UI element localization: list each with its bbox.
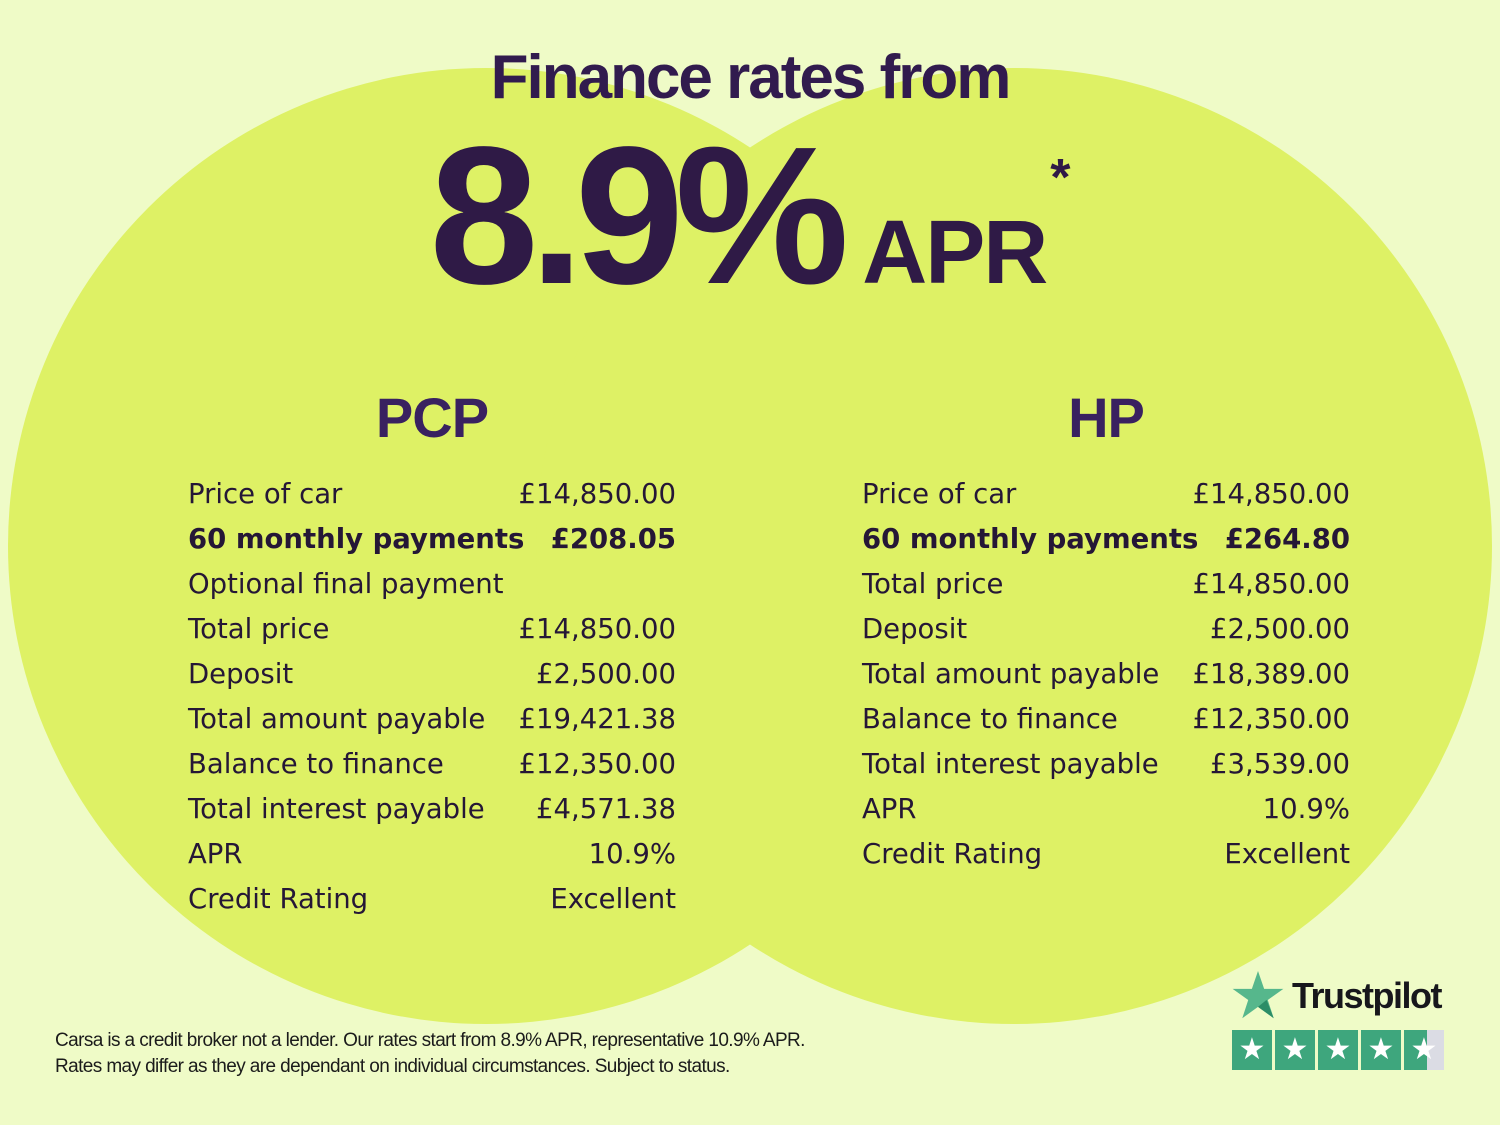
- row-label: Total amount payable: [862, 658, 1160, 690]
- row-label: Total amount payable: [188, 703, 486, 735]
- table-row: Credit Rating Excellent: [862, 832, 1350, 877]
- row-value: £14,850.00: [1192, 568, 1350, 600]
- trustpilot-logo: Trustpilot: [1232, 970, 1446, 1022]
- table-row: Balance to finance £12,350.00: [188, 742, 676, 787]
- background-circle-right: [536, 68, 1492, 1024]
- table-row: Price of car £14,850.00: [862, 472, 1350, 517]
- trustpilot-star-icon: [1232, 970, 1284, 1022]
- row-label: Credit Rating: [188, 883, 369, 915]
- row-value: Excellent: [550, 883, 676, 915]
- star-icon: ★: [1281, 1032, 1309, 1067]
- table-row: Total amount payable £18,389.00: [862, 652, 1350, 697]
- trustpilot-rating-stars: ★ ★ ★ ★ ★: [1232, 1030, 1446, 1070]
- hero-rate: 8.9% APR *: [0, 118, 1500, 314]
- row-label: Price of car: [188, 478, 343, 510]
- pcp-heading: PCP: [375, 386, 489, 449]
- star-box-2: ★: [1275, 1030, 1315, 1070]
- table-row: Total price £14,850.00: [862, 562, 1350, 607]
- row-value: £19,421.38: [518, 703, 676, 735]
- table-row: Deposit £2,500.00: [188, 652, 676, 697]
- row-value: £14,850.00: [518, 478, 676, 510]
- table-row: Total price £14,850.00: [188, 607, 676, 652]
- row-label: Deposit: [188, 658, 294, 690]
- trustpilot-badge: Trustpilot ★ ★ ★ ★ ★: [1232, 970, 1446, 1070]
- row-label: 60 monthly payments: [862, 523, 1199, 555]
- table-row: Price of car £14,850.00: [188, 472, 676, 517]
- table-row: Balance to finance £12,350.00: [862, 697, 1350, 742]
- hp-heading: HP: [1068, 386, 1145, 449]
- row-label: Price of car: [862, 478, 1017, 510]
- hero-rate-value: 8.9%: [429, 106, 849, 325]
- table-row: 60 monthly payments £208.05: [188, 517, 676, 562]
- star-box-4: ★: [1361, 1030, 1401, 1070]
- trustpilot-brand-text: Trustpilot: [1292, 975, 1443, 1016]
- table-row: Total amount payable £19,421.38: [188, 697, 676, 742]
- table-row: APR 10.9%: [862, 787, 1350, 832]
- row-label: Optional final payment: [188, 568, 504, 600]
- row-label: APR: [862, 793, 917, 825]
- row-value: £264.80: [1224, 523, 1350, 555]
- table-row: Credit Rating Excellent: [188, 877, 676, 922]
- row-label: Total interest payable: [188, 793, 485, 825]
- row-value: 10.9%: [1262, 793, 1350, 825]
- star-icon: ★: [1410, 1032, 1438, 1067]
- table-row: Total interest payable £3,539.00: [862, 742, 1350, 787]
- row-value: £2,500.00: [536, 658, 676, 690]
- hp-table: HP Price of car £14,850.00 60 monthly pa…: [862, 388, 1350, 877]
- row-label: Balance to finance: [862, 703, 1118, 735]
- hero-asterisk: *: [1050, 149, 1071, 207]
- star-box-5-half: ★: [1404, 1030, 1444, 1070]
- page-title: Finance rates from: [490, 43, 1012, 112]
- star-box-3: ★: [1318, 1030, 1358, 1070]
- row-value: £14,850.00: [1192, 478, 1350, 510]
- row-value: £12,350.00: [518, 748, 676, 780]
- row-value: £18,389.00: [1192, 658, 1350, 690]
- table-row: Deposit £2,500.00: [862, 607, 1350, 652]
- table-row: Optional final payment: [188, 562, 676, 607]
- star-icon: ★: [1238, 1032, 1266, 1067]
- row-label: Total price: [862, 568, 1004, 600]
- star-icon: ★: [1367, 1032, 1395, 1067]
- row-value: Excellent: [1224, 838, 1350, 870]
- row-value: £3,539.00: [1210, 748, 1350, 780]
- row-value: £12,350.00: [1192, 703, 1350, 735]
- star-icon: ★: [1324, 1032, 1352, 1067]
- row-value: £14,850.00: [518, 613, 676, 645]
- row-label: Total price: [188, 613, 330, 645]
- hero-apr-label: APR: [862, 203, 1048, 303]
- row-label: Credit Rating: [862, 838, 1043, 870]
- disclaimer-line-2: Rates may differ as they are dependant o…: [55, 1056, 730, 1077]
- pcp-table: PCP Price of car £14,850.00 60 monthly p…: [188, 388, 676, 922]
- table-row: APR 10.9%: [188, 832, 676, 877]
- row-value: £4,571.38: [536, 793, 676, 825]
- row-value: £2,500.00: [1210, 613, 1350, 645]
- row-label: APR: [188, 838, 243, 870]
- disclaimer: Carsa is a credit broker not a lender. O…: [55, 1028, 855, 1080]
- table-row: 60 monthly payments £264.80: [862, 517, 1350, 562]
- row-value: 10.9%: [588, 838, 676, 870]
- row-label: Deposit: [862, 613, 968, 645]
- row-label: Balance to finance: [188, 748, 444, 780]
- table-row: Total interest payable £4,571.38: [188, 787, 676, 832]
- row-label: 60 monthly payments: [188, 523, 525, 555]
- row-value: £208.05: [550, 523, 676, 555]
- disclaimer-line-1: Carsa is a credit broker not a lender. O…: [55, 1030, 805, 1051]
- star-box-1: ★: [1232, 1030, 1272, 1070]
- row-label: Total interest payable: [862, 748, 1159, 780]
